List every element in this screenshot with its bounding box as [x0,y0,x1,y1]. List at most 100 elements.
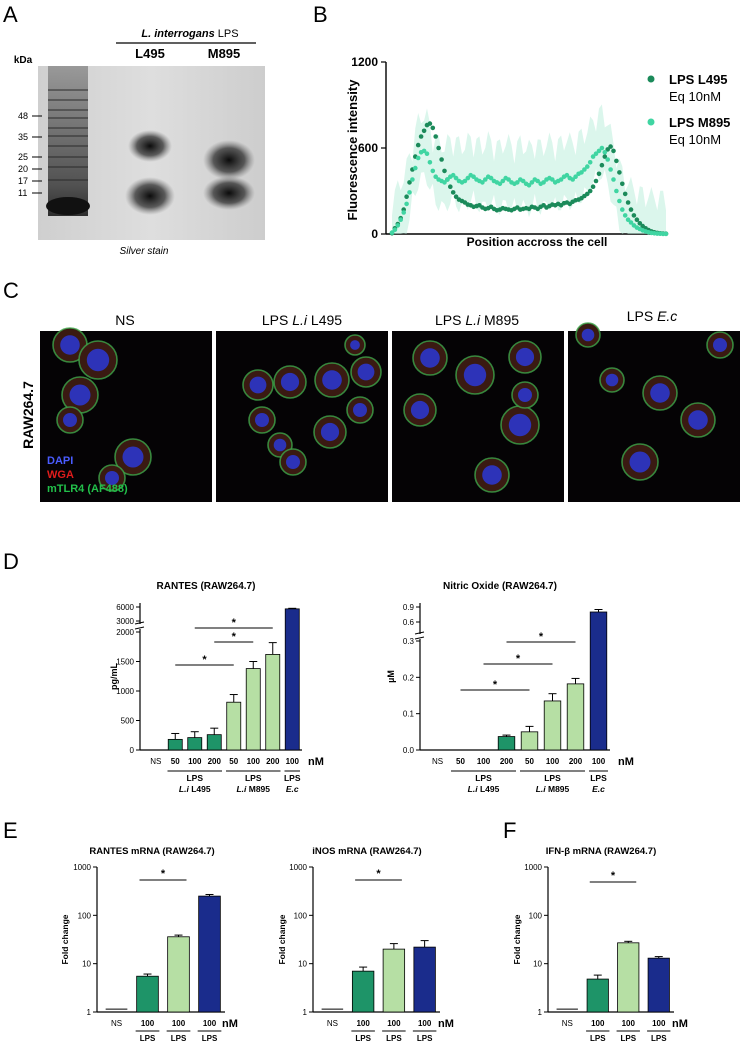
chart-b-point-l495 [617,170,622,175]
chart-ytick-label: 1000 [289,863,307,872]
chart-b-point-m895 [587,160,593,165]
group-label-line2: L.i M895 [536,784,570,794]
chart-b-point-m895 [573,174,578,179]
category-label-lps: LPS [651,1034,667,1043]
marker-17: 17 [18,176,28,186]
gel-image [38,66,265,240]
cell-tlr4 [248,406,276,434]
chart-ytick-label: 0 [130,746,135,755]
cell-nucleus [688,410,708,430]
legend-sub-l495: Eq 10nM [669,89,721,104]
stain-legend: DAPI WGA mTLR4 (AF488) [47,455,128,495]
group-label-line1: LPS [186,773,203,783]
cell-tlr4 [680,402,716,438]
unit-label: nM [222,1018,238,1030]
chart-f-ifnb-mrna: IFN-β mRNA (RAW264.7) Fold change 1 10 100 10… [512,846,688,1043]
category-label-lps: LPS [202,1034,218,1043]
micrograph-header-m895: LPS L.i M895 [435,312,519,328]
axis-break-mark [414,636,425,640]
category-label: 100 [203,1019,217,1028]
band-m895-lower [203,176,255,210]
bar [617,942,640,1013]
bar [382,948,406,1013]
chart-b-point-m895 [488,175,494,181]
bar [589,611,608,751]
group-label-line2: E.c [592,784,605,794]
chart-ytick-label: 100 [294,911,308,920]
ladder-bands [48,89,88,181]
category-label-lps: LPS [140,1034,156,1043]
cell-tlr4 [455,355,495,395]
cell-nucleus [273,438,287,452]
category-label-lps: LPS [620,1034,636,1043]
gel-header-suffix: LPS [215,28,239,40]
chart-b-point-l495 [421,128,427,134]
cell-nucleus [122,446,144,468]
chart-b-ylabel: Fluorescence intensity [345,79,360,221]
chart-ytick-label: 100 [529,911,543,920]
cell-nucleus [320,422,340,442]
significance-star: * [539,631,544,643]
chart-ytick-label: 0.2 [403,673,415,682]
lane-label-m895: M895 [208,46,241,61]
chart-b-point-l495 [599,162,605,168]
marker-11: 11 [18,188,27,198]
chart-b-point-m895 [471,174,476,179]
chart-d-nitric-oxide: Nitric Oxide (RAW264.7) µM 0.0 0.1 0.2 0.3 0.6… [386,581,634,794]
chart-b-point-m895 [622,213,628,218]
unit-label: nM [672,1018,688,1030]
chart-b-point-m895 [605,157,610,162]
cell-tlr4 [314,362,350,398]
micrographs [40,322,740,502]
micrograph-header-ec: LPS E.c [627,308,678,324]
category-label-lps: LPS [417,1034,433,1043]
cell-nucleus [508,413,532,437]
bar [520,731,539,751]
chart-b-ytick-label: 600 [358,141,378,155]
category-label: 100 [286,757,300,766]
category-label: 100 [591,1019,605,1028]
chart-b-point-m895 [582,167,587,172]
category-label: 200 [208,757,222,766]
chart-b-point-l495 [442,168,447,174]
chart-b-legend: LPS L495 Eq 10nM LPS M895 Eq 10nM [647,72,730,147]
chart-b-point-l495 [602,154,608,159]
cell-tlr4 [279,448,307,476]
chart-ylabel: Fold change [277,914,287,964]
micrograph-header-l495: LPS L.i L495 [262,312,342,328]
category-label: 200 [266,757,280,766]
panel-letter-d: D [3,549,19,574]
chart-ytick-label: 0.0 [403,746,415,755]
chart-b-point-m895 [433,174,439,179]
chart-b-point-m895 [620,207,625,212]
cell-tlr4 [313,415,347,449]
chart-b-point-m895 [526,183,532,188]
chart-b: 0 600 1200 [351,55,669,241]
micrograph-header-ns: NS [115,312,134,328]
bar [351,970,375,1013]
category-label: 100 [141,1019,155,1028]
chart-b-point-m895 [395,223,401,228]
bar [543,700,562,751]
chart-b-point-l495 [620,181,625,187]
chart-ytick-label: 10 [533,960,542,969]
chart-b-point-m895 [535,178,540,184]
cell-tlr4 [621,443,659,481]
chart-b-point-l495 [585,191,590,197]
category-label: 50 [456,757,465,766]
chart-b-point-m895 [579,170,584,175]
bar [167,936,190,1013]
group-label-line1: LPS [544,773,561,783]
chart-b-point-l495 [611,148,616,154]
cell-nucleus [420,348,440,368]
chart-b-point-l495 [631,213,637,218]
panel-letter-c: C [3,278,19,303]
bar [284,608,300,751]
chart-b-point-l495 [430,125,436,131]
significance-star: * [161,868,166,880]
unit-label: nM [308,756,324,768]
category-label: NS [150,757,161,766]
bar [206,734,222,751]
chart-b-point-m895 [445,177,450,182]
